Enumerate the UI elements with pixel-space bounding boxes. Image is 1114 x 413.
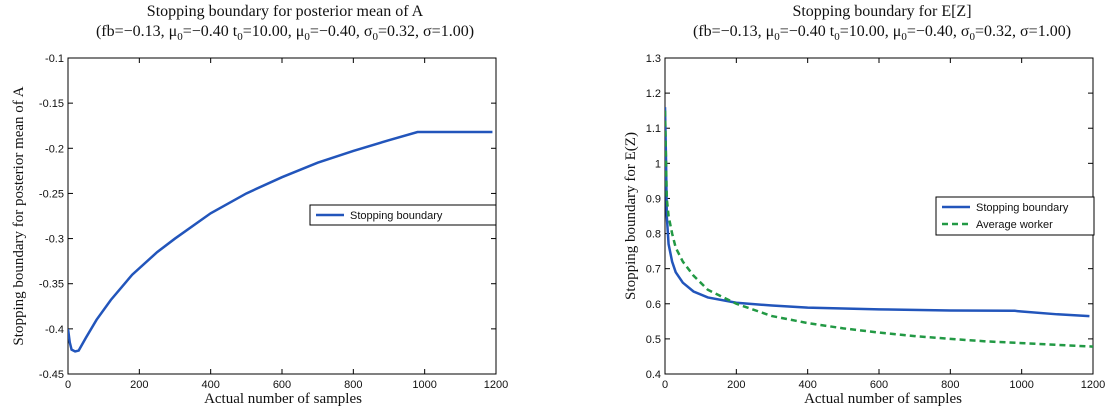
chart-left-plot: 0 200 400 600 800 1000 1200 -0.45 -0.4 -0.35 -0.3 -…: [39, 53, 508, 391]
chart-right-series-1-line: [665, 107, 1090, 318]
chart-right-x-tick-label: 400: [798, 379, 816, 391]
chart-left-x-tick-label: 1000: [412, 379, 436, 391]
chart-left-legend-box: [309, 204, 497, 226]
chart-right-y-tick-label: 0.4: [646, 369, 661, 381]
chart-left-x-tick-label: 800: [344, 379, 362, 391]
chart-right-y-tick-label: 0.9: [646, 193, 661, 205]
chart-left-xlabel: Actual number of samples: [204, 391, 362, 407]
chart-left: Stopping boundary for posterior mean of …: [11, 3, 508, 407]
chart-right-legend-label: Stopping boundary: [976, 202, 1069, 214]
chart-right-y-tick-label: 0.5: [646, 334, 661, 346]
chart-left-x-tick-label: 200: [130, 379, 148, 391]
chart-right-series-2-line: [665, 110, 1093, 348]
chart-left-y-tick-label: -0.4: [45, 324, 64, 336]
chart-right-plot: 0 200 400 600 800 1000 1200 0.4 0.5 0.6 0.7 0.8 0.9 1…: [646, 53, 1106, 391]
chart-right-x-tick-label: 1200: [1081, 379, 1105, 391]
chart-right-x-tick-label: 0: [662, 379, 668, 391]
chart-left-y-tick-label: -0.2: [45, 143, 64, 155]
chart-left-legend: Stopping boundary: [309, 204, 497, 226]
chart-right-y-tick-label: 0.6: [646, 299, 661, 311]
chart-left-x-tick-label: 400: [201, 379, 219, 391]
chart-left-x-tick-label: 0: [65, 379, 71, 391]
chart-right-x-tick-label: 1000: [1009, 379, 1033, 391]
chart-right-y-tick-label: 1.2: [646, 88, 661, 100]
chart-right-x-tick-label: 200: [727, 379, 745, 391]
chart-left-y-tick-label: -0.25: [39, 188, 64, 200]
chart-right-y-tick-label: 1.3: [646, 53, 661, 65]
chart-right-y-tick-label: 0.7: [646, 264, 661, 276]
chart-right-x-tick-label: 800: [941, 379, 959, 391]
chart-right-legend: Stopping boundary Average worker: [935, 196, 1095, 236]
chart-right-x-tick-label: 600: [870, 379, 888, 391]
chart-right-y-tick-label: 1.1: [646, 123, 661, 135]
chart-right-legend-label: Average worker: [976, 219, 1053, 231]
chart-right-xlabel: Actual number of samples: [804, 391, 962, 407]
chart-right-subtitle: (fb=−0.13, μ0=−0.40 t0=10.00, μ0=−0.40, …: [693, 23, 1071, 43]
chart-right-legend-box: [935, 196, 1095, 236]
chart-left-x-tick-label: 600: [273, 379, 291, 391]
chart-left-subtitle: (fb=−0.13, μ0=−0.40 t0=10.00, μ0=−0.40, …: [96, 23, 474, 43]
chart-left-series-1-line: [68, 130, 493, 353]
chart-left-x-tick-label: 1200: [484, 379, 508, 391]
chart-left-y-tick-label: -0.1: [45, 53, 64, 65]
chart-right-ylabel: Stopping boundary for E(Z): [623, 132, 639, 300]
chart-left-y-tick-label: -0.15: [39, 98, 64, 110]
chart-right-title: Stopping boundary for E[Z]: [792, 3, 971, 20]
chart-left-y-tick-label: -0.3: [45, 234, 64, 246]
chart-left-y-tick-label: -0.35: [39, 279, 64, 291]
chart-left-ylabel: Stopping boundary for posterior mean of …: [11, 86, 27, 345]
chart-right-y-tick-label: 1: [655, 158, 661, 170]
chart-left-legend-label: Stopping boundary: [350, 210, 443, 222]
chart-right: Stopping boundary for E[Z] (fb=−0.13, μ0…: [623, 3, 1106, 407]
chart-left-title: Stopping boundary for posterior mean of …: [147, 3, 424, 20]
chart-right-y-tick-label: 0.8: [646, 229, 661, 241]
chart-left-y-tick-label: -0.45: [39, 369, 64, 381]
